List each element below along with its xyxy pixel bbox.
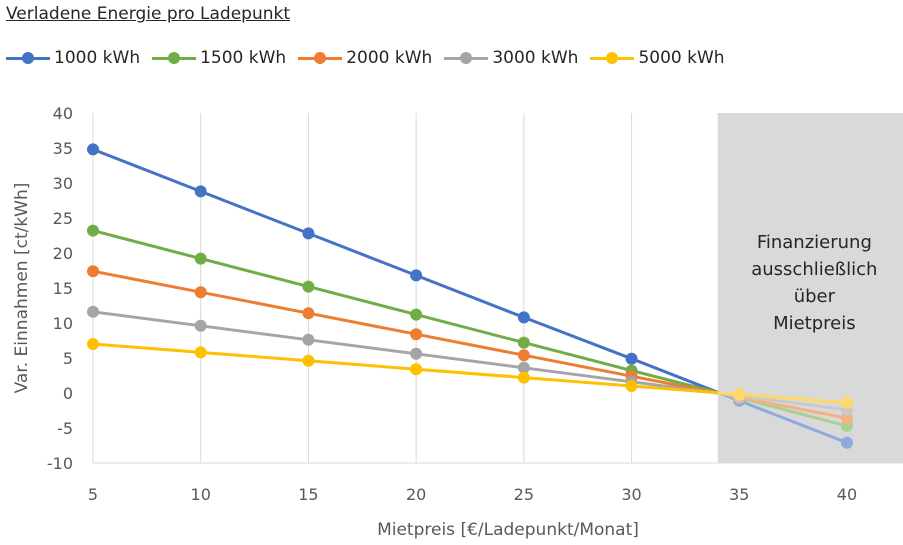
annotation-line: Finanzierung <box>757 232 872 253</box>
data-point <box>87 305 99 318</box>
series-line <box>92 269 719 395</box>
data-point <box>87 224 99 237</box>
data-point <box>410 308 423 321</box>
data-point <box>302 280 315 293</box>
y-tick-label: -5 <box>57 419 73 438</box>
legend-swatch <box>6 51 50 64</box>
y-axis-title: Var. Einnahmen [ct/kWh] <box>12 183 32 394</box>
y-tick-label: 5 <box>63 349 73 368</box>
data-point <box>410 269 423 282</box>
data-point <box>194 286 207 299</box>
y-tick-label: 0 <box>63 384 73 403</box>
data-point <box>840 436 853 449</box>
y-tick-label: 15 <box>53 279 73 298</box>
y-tick-label: 20 <box>53 244 73 263</box>
legend: 1000 kWh 1500 kWh 2000 kWh 3000 kWh 5000 kWh <box>6 48 737 68</box>
data-point <box>517 371 530 384</box>
data-point <box>194 346 207 359</box>
y-tick-label: 10 <box>53 314 73 333</box>
y-tick-label: -10 <box>47 454 73 473</box>
x-tick-label: 25 <box>514 485 534 504</box>
annotation-line: Mietpreis <box>773 313 856 334</box>
x-axis-title: Mietpreis [€/Ladepunkt/Monat] <box>377 520 639 540</box>
y-tick-label: 40 <box>53 104 73 123</box>
data-point <box>194 252 207 265</box>
legend-item: 5000 kWh <box>590 48 725 68</box>
data-point <box>194 185 207 198</box>
x-tick-label: 10 <box>191 485 211 504</box>
legend-swatch <box>152 51 197 64</box>
x-tick-label: 15 <box>298 485 318 504</box>
legend-swatch <box>298 51 343 64</box>
data-point <box>410 347 423 360</box>
x-tick-label: 30 <box>621 485 641 504</box>
data-point <box>410 328 423 341</box>
data-point <box>302 333 315 346</box>
data-point <box>517 336 530 349</box>
y-tick-label: 35 <box>53 139 73 158</box>
legend-item: 1000 kWh <box>6 48 140 68</box>
data-point <box>840 396 853 409</box>
x-tick-label: 40 <box>837 485 857 504</box>
legend-marker <box>22 51 34 64</box>
data-point <box>517 311 530 324</box>
data-point <box>194 319 207 332</box>
legend-item: 1500 kWh <box>152 48 286 68</box>
data-point <box>625 380 638 392</box>
data-point <box>302 354 315 367</box>
legend-item: 3000 kWh <box>444 48 578 68</box>
legend-item: 2000 kWh <box>298 48 432 68</box>
data-point <box>87 265 99 278</box>
data-point <box>733 388 746 401</box>
legend-marker <box>606 51 619 64</box>
annotation-line: über <box>794 286 836 307</box>
data-point <box>302 227 315 240</box>
data-point <box>302 307 315 320</box>
data-point <box>517 349 530 362</box>
series-line <box>92 148 719 394</box>
x-tick-label: 5 <box>88 485 98 504</box>
legend-label: 3000 kWh <box>492 48 579 68</box>
x-tick-label: 20 <box>406 485 426 504</box>
legend-marker <box>168 51 181 64</box>
annotation-line: ausschließlich <box>751 259 877 280</box>
legend-marker <box>460 51 473 64</box>
legend-label: 5000 kWh <box>638 48 725 68</box>
data-point <box>410 363 423 376</box>
y-tick-label: 25 <box>53 209 73 228</box>
data-point <box>87 143 99 156</box>
data-point <box>625 352 638 365</box>
legend-label: 1500 kWh <box>200 48 287 68</box>
legend-swatch <box>444 51 489 64</box>
legend-label: 2000 kWh <box>346 48 433 68</box>
data-point <box>517 361 530 374</box>
legend-label: 1000 kWh <box>54 48 141 68</box>
legend-title: Verladene Energie pro Ladepunkt <box>6 4 291 24</box>
legend-swatch <box>590 51 635 64</box>
data-point <box>840 412 853 425</box>
legend-marker <box>314 51 327 64</box>
x-tick-label: 35 <box>729 485 749 504</box>
data-point <box>87 338 99 350</box>
y-tick-label: 30 <box>53 174 73 193</box>
